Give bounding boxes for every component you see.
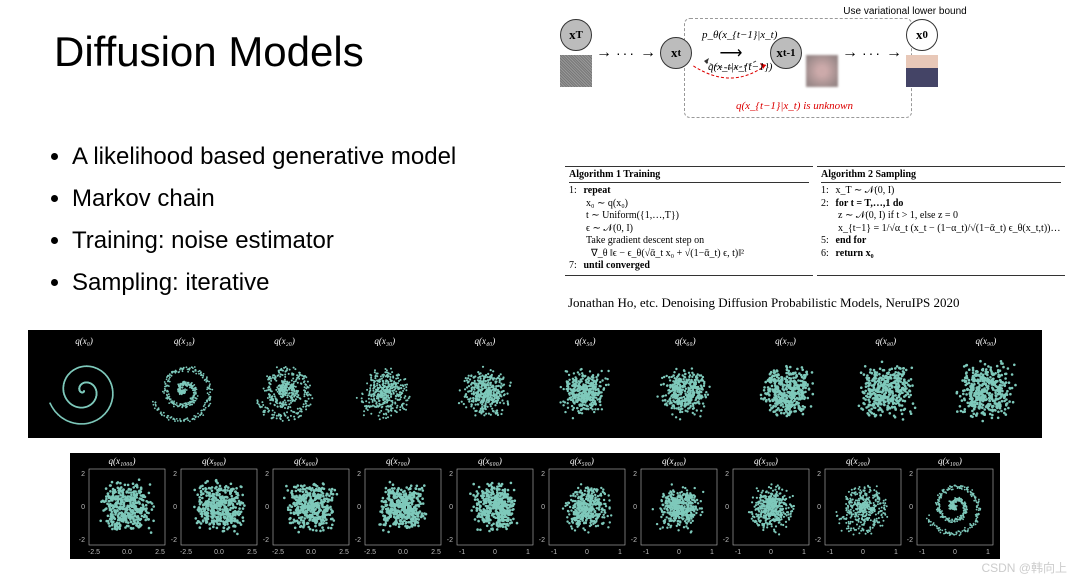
svg-text:2: 2: [81, 471, 85, 478]
diffusion-cell: q(x₂₀): [234, 336, 334, 434]
cell-label: q(x₈₀): [875, 336, 896, 346]
diffusion-cell: q(x₀): [34, 336, 134, 434]
diffusion-cell: q(x₁₀₀₀) 2 0 -2-2.5 0.0 2.5: [76, 456, 168, 558]
cell-label: q(x₃₀₀): [754, 456, 778, 466]
arrow-icon: →: [842, 44, 858, 62]
q-label: q(x_t|x_{t−1}): [708, 61, 772, 73]
diffusion-cell: q(x₁₀): [134, 336, 234, 434]
forward-diffusion-strip: q(x₀) q(x₁₀) q(x₂₀) q(x₃₀) q(x₄₀) q(x₅₀) q(x₆₀…: [28, 330, 1042, 438]
arrow-icon: →: [886, 44, 902, 62]
algorithm-sampling: Algorithm 2 Sampling 1: x_T ∼ 𝒩(0, I)2: …: [817, 166, 1065, 276]
cell-label: q(x₄₀₀): [662, 456, 686, 466]
page-title: Diffusion Models: [54, 28, 364, 76]
markov-chain-diagram: Use variational lower bound xT → ··· → x…: [560, 6, 1050, 136]
svg-text:-2.5: -2.5: [88, 549, 100, 556]
algo-line: 5: end for: [821, 235, 1061, 248]
cell-label: q(x₅₀): [575, 336, 596, 346]
cell-label: q(x₀): [75, 336, 93, 346]
svg-text:2.5: 2.5: [155, 549, 165, 556]
diffusion-cell: q(x₄₀): [435, 336, 535, 434]
cell-label: q(x₇₀): [775, 336, 796, 346]
diffusion-cell: q(x₄₀₀)20-2-101: [628, 456, 720, 558]
diffusion-cell: q(x₃₀): [335, 336, 435, 434]
diffusion-cell: q(x₇₀₀)20-2-2.50.02.5: [352, 456, 444, 558]
cell-label: q(x₄₀): [475, 336, 496, 346]
dots-icon: ···: [616, 45, 636, 61]
arrow-icon: →: [596, 44, 612, 62]
p-label: p_θ(x_{t−1}|x_t): [702, 29, 777, 41]
algo-line: ∇_θ ‖ϵ − ϵ_θ(√ᾱ_t x₀ + √(1−ᾱ_t) ϵ, t)‖²: [569, 248, 809, 261]
cell-label: q(x₁₀₀₀): [108, 456, 135, 466]
diffusion-cell: q(x₉₀₀)20-2-2.50.02.5: [168, 456, 260, 558]
node-col: x0: [906, 19, 938, 87]
algo-title: Algorithm 2 Sampling: [821, 169, 1061, 183]
reverse-diffusion-strip: q(x₁₀₀₀) 2 0 -2-2.5 0.0 2.5q(x₉₀₀)20-2-2.50.0…: [70, 453, 1000, 559]
svg-text:0.0: 0.0: [122, 549, 132, 556]
algo-line: Take gradient descent step on: [569, 235, 809, 248]
diffusion-cell: q(x₈₀): [836, 336, 936, 434]
thumb-face: [906, 55, 938, 87]
algo-line: 2: for t = T,…,1 do: [821, 198, 1061, 211]
bullet-item: A likelihood based generative model: [72, 136, 456, 178]
cell-label: q(x₁₀): [174, 336, 195, 346]
diffusion-cell: q(x₅₀₀)20-2-101: [536, 456, 628, 558]
thumb-blur: [806, 55, 838, 87]
algo-line: x_{t−1} = 1/√α_t (x_t − (1−α_t)/√(1−ᾱ_t)…: [821, 223, 1061, 236]
vlb-caption: Use variational lower bound: [760, 6, 1050, 17]
algo-line: t ∼ Uniform({1,…,T}): [569, 210, 809, 223]
bullet-list: A likelihood based generative model Mark…: [54, 136, 456, 304]
unknown-label: q(x_{t−1}|x_t) is unknown: [736, 100, 853, 112]
node-xT: xT: [560, 19, 592, 51]
diffusion-cell: q(x₉₀): [936, 336, 1036, 434]
cell-label: q(x₂₀): [274, 336, 295, 346]
node-col: xT: [560, 19, 592, 87]
algorithms: Algorithm 1 Training 1: repeat x₀ ∼ q(x₀…: [565, 166, 1065, 276]
citation-text: Jonathan Ho, etc. Denoising Diffusion Pr…: [568, 295, 960, 311]
diffusion-cell: q(x₂₀₀)20-2-101: [812, 456, 904, 558]
algo-line: 1: repeat: [569, 185, 809, 198]
bullet-item: Training: noise estimator: [72, 220, 456, 262]
algo-title: Algorithm 1 Training: [569, 169, 809, 183]
thumb-noise: [560, 55, 592, 87]
cell-label: q(x₉₀₀): [202, 456, 226, 466]
cell-label: q(x₈₀₀): [294, 456, 318, 466]
cell-label: q(x₂₀₀): [846, 456, 870, 466]
arrow-icon: →: [640, 44, 656, 62]
diffusion-cell: q(x₈₀₀)20-2-2.50.02.5: [260, 456, 352, 558]
diffusion-cell: q(x₆₀₀)20-2-101: [444, 456, 536, 558]
bullet-item: Sampling: iterative: [72, 262, 456, 304]
diffusion-cell: q(x₁₀₀)20-2-101: [904, 456, 996, 558]
algo-line: 6: return x₀: [821, 248, 1061, 261]
cell-label: q(x₁₀₀): [938, 456, 962, 466]
cell-label: q(x₃₀): [374, 336, 395, 346]
diffusion-cell: q(x₅₀): [535, 336, 635, 434]
algo-line: 7: until converged: [569, 260, 809, 273]
diffusion-cell: q(x₃₀₀)20-2-101: [720, 456, 812, 558]
diffusion-cell: q(x₆₀): [635, 336, 735, 434]
cell-label: q(x₆₀): [675, 336, 696, 346]
algo-line: 1: x_T ∼ 𝒩(0, I): [821, 185, 1061, 198]
cell-label: q(x₆₀₀): [478, 456, 502, 466]
cell-label: q(x₉₀): [976, 336, 997, 346]
algo-line: z ∼ 𝒩(0, I) if t > 1, else z = 0: [821, 210, 1061, 223]
cell-label: q(x₇₀₀): [386, 456, 410, 466]
dots-icon: ···: [862, 45, 882, 61]
diffusion-cell: q(x₇₀): [735, 336, 835, 434]
node-x0: x0: [906, 19, 938, 51]
svg-text:0: 0: [81, 504, 85, 511]
chain-row: xT → ··· → xt p_θ(x_{t−1}|x_t) ⟶ q(x_t|x…: [560, 19, 1050, 87]
watermark: CSDN @韩向上: [981, 559, 1067, 576]
cell-label: q(x₅₀₀): [570, 456, 594, 466]
svg-text:-2: -2: [79, 537, 85, 544]
bullet-item: Markov chain: [72, 178, 456, 220]
algo-line: x₀ ∼ q(x₀): [569, 198, 809, 211]
algo-line: ϵ ∼ 𝒩(0, I): [569, 223, 809, 236]
algorithm-training: Algorithm 1 Training 1: repeat x₀ ∼ q(x₀…: [565, 166, 813, 276]
